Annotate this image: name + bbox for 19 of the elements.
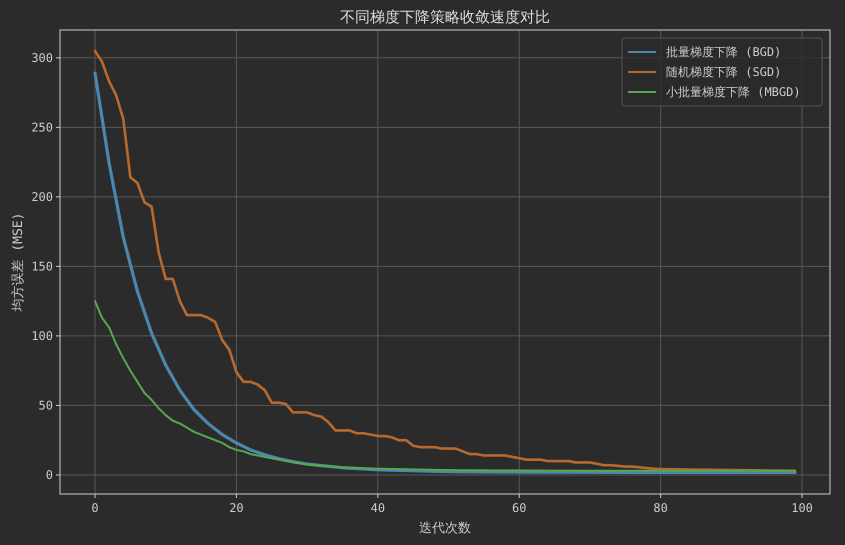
x-tick-label: 20 [229, 501, 244, 515]
x-tick-label: 80 [653, 501, 668, 515]
legend-label: 小批量梯度下降 (MBGD) [666, 85, 801, 99]
y-tick-label: 300 [31, 50, 53, 65]
legend-label: 随机梯度下降 (SGD) [666, 65, 782, 79]
x-axis-title: 迭代次数 [419, 521, 471, 536]
y-tick-label: 150 [31, 259, 53, 274]
y-tick-label: 200 [31, 190, 53, 204]
y-tick-label: 100 [31, 328, 53, 343]
y-tick-label: 0 [46, 468, 53, 482]
x-tick-label: 100 [791, 501, 813, 515]
chart-title: 不同梯度下降策略收敛速度对比 [340, 8, 550, 26]
x-tick-label: 0 [91, 501, 99, 515]
x-tick-label: 60 [512, 501, 526, 515]
legend-label: 批量梯度下降 (BGD) [666, 45, 782, 59]
y-tick-label: 50 [38, 398, 53, 412]
y-tick-label: 250 [31, 120, 53, 134]
x-tick-label: 40 [370, 501, 386, 515]
y-axis-title: 均方误差 (MSE) [10, 212, 26, 312]
